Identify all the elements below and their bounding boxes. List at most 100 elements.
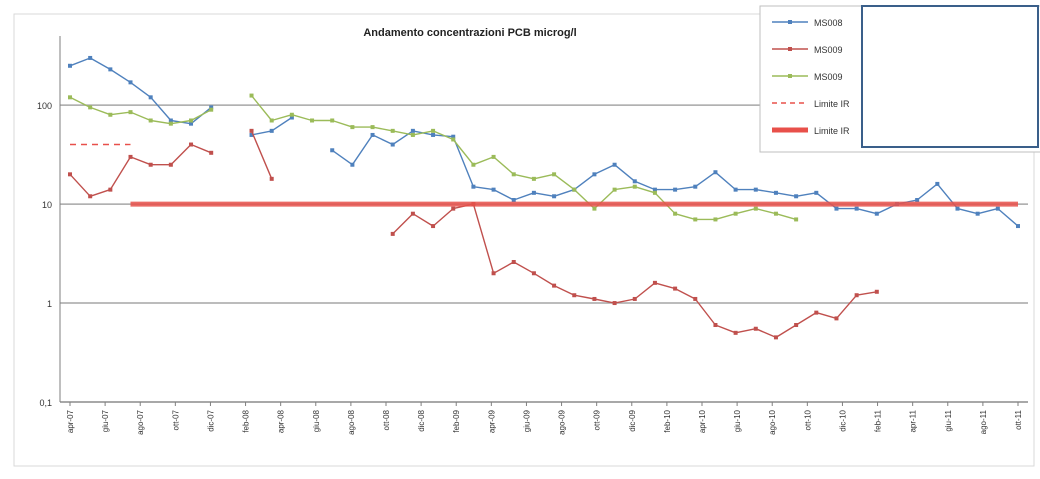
x-tick-label: ott-11 <box>1014 409 1023 429</box>
data-point <box>269 118 274 123</box>
data-point <box>814 190 819 195</box>
data-point <box>773 190 778 195</box>
data-point <box>531 190 536 195</box>
data-point <box>612 162 617 167</box>
data-point <box>612 301 617 306</box>
data-point <box>451 134 456 139</box>
data-point <box>733 211 738 216</box>
x-tick-label: ott-09 <box>593 409 602 430</box>
data-point <box>753 206 758 211</box>
x-tick-label: dic-07 <box>206 409 215 431</box>
data-point <box>269 176 274 181</box>
x-tick-label: ott-07 <box>171 409 180 430</box>
data-point <box>612 187 617 192</box>
data-point <box>874 211 879 216</box>
x-tick-label: apr-09 <box>487 409 496 433</box>
data-point <box>632 179 637 184</box>
data-point <box>330 148 335 153</box>
data-point <box>128 80 133 85</box>
data-point <box>673 286 678 291</box>
overlay-box <box>861 5 1039 148</box>
data-point <box>209 107 214 112</box>
x-tick-label: dic-09 <box>628 409 637 431</box>
data-point <box>128 110 133 115</box>
data-point <box>370 125 375 130</box>
data-point <box>511 198 516 203</box>
data-point <box>592 172 597 177</box>
data-point <box>108 67 113 72</box>
data-point <box>350 162 355 167</box>
x-tick-label: giu-08 <box>312 409 321 432</box>
data-point <box>733 330 738 335</box>
data-point <box>330 118 335 123</box>
x-tick-label: giu-07 <box>101 409 110 432</box>
chart-title: Andamento concentrazioni PCB microg/l <box>363 27 576 39</box>
data-point <box>794 323 799 328</box>
data-point <box>410 211 415 216</box>
data-point <box>511 259 516 264</box>
x-tick-label: feb-10 <box>663 409 672 432</box>
data-point <box>753 326 758 331</box>
data-point <box>148 118 153 123</box>
data-point <box>108 112 113 117</box>
x-tick-label: feb-11 <box>874 409 883 432</box>
data-point <box>733 187 738 192</box>
data-point <box>572 187 577 192</box>
chart-area-border <box>13 13 1035 467</box>
data-point <box>552 194 557 199</box>
data-point <box>854 206 859 211</box>
data-point <box>68 172 72 177</box>
data-point <box>592 206 597 211</box>
x-tick-label: apr-07 <box>66 409 75 433</box>
series-line <box>250 130 273 180</box>
series-2 <box>68 93 799 222</box>
x-tick-label: ago-08 <box>347 409 356 434</box>
legend-label: Limite IR <box>814 99 850 109</box>
legend-marker <box>788 20 792 24</box>
data-point <box>632 184 637 189</box>
data-point <box>410 132 415 137</box>
data-point <box>794 217 799 222</box>
data-point <box>652 280 657 285</box>
data-point <box>511 172 516 177</box>
data-point <box>693 296 698 301</box>
data-point <box>471 162 476 167</box>
data-point <box>632 296 637 301</box>
x-tick-label: ago-11 <box>979 409 988 434</box>
data-point <box>471 184 476 189</box>
data-point <box>693 184 698 189</box>
data-point <box>713 217 718 222</box>
data-point <box>148 95 153 100</box>
data-point <box>531 271 536 276</box>
data-point <box>572 293 577 298</box>
data-point <box>935 181 940 186</box>
legend-label: MS009 <box>814 72 843 82</box>
data-point <box>289 115 294 120</box>
data-point <box>390 128 395 133</box>
data-point <box>350 125 355 130</box>
data-point <box>491 271 496 276</box>
data-point <box>88 55 93 60</box>
x-tick-label: apr-11 <box>909 409 918 432</box>
y-tick-label: 0,1 <box>39 398 52 408</box>
data-point <box>552 283 557 288</box>
data-point <box>652 187 657 192</box>
legend-label: Limite IR <box>814 126 850 136</box>
data-point <box>68 63 72 68</box>
x-tick-label: apr-08 <box>277 409 286 433</box>
data-point <box>189 118 194 123</box>
y-tick-label: 10 <box>42 200 52 210</box>
x-tick-label: ott-10 <box>803 409 812 430</box>
data-point <box>955 206 960 211</box>
data-point <box>975 211 980 216</box>
legend-label: MS008 <box>814 18 843 28</box>
data-point <box>854 293 859 298</box>
series-line <box>69 57 212 125</box>
data-point <box>189 142 194 147</box>
data-point <box>431 132 436 137</box>
data-point <box>1016 224 1020 229</box>
legend-marker <box>788 74 792 78</box>
data-point <box>108 187 113 192</box>
data-point <box>773 211 778 216</box>
